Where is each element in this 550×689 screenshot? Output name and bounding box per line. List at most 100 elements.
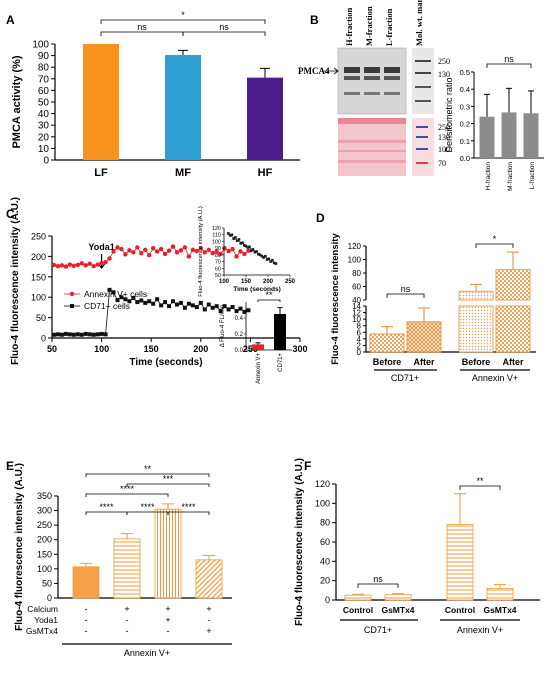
c-point-annexin (174, 250, 180, 255)
c-point-annexin (143, 247, 148, 253)
c-point-annexin (170, 244, 176, 249)
panel-letter-d: D (316, 211, 325, 225)
d-sig-cd71-bracket (386, 293, 425, 298)
d-y-tick-label: 0 (357, 348, 362, 357)
c-inset-decay-point (248, 245, 251, 249)
e-sig-3-4-bracket (167, 511, 210, 515)
e-y-tick-label: 200 (37, 535, 52, 545)
c-y-tick-label: 50 (36, 313, 46, 323)
b-lane-label: M-fraction (364, 6, 374, 46)
c-annotation-yoda1: Yoda1 (88, 242, 114, 252)
c-inset-decay-point (227, 232, 230, 235)
c-inset-decay-point (251, 248, 255, 251)
f-group-label-cd71: CD71+ (364, 625, 392, 635)
d-x-tick-label: Before (462, 357, 491, 367)
d-y-axis-label: Fluo-4 fluorescence intensity (330, 233, 341, 365)
c-x-axis-label: Time (seconds) (129, 357, 202, 368)
c-inset-decay-point (234, 236, 237, 239)
c-inset-bar-y-tick-label: 0.0 (235, 348, 244, 354)
c-point-annexin (150, 246, 156, 251)
c-y-tick-label: 0 (41, 334, 46, 344)
d-y-tick-label: 6 (357, 328, 362, 337)
b-sig-label: ns (504, 54, 514, 64)
c-point-cd71 (135, 300, 140, 305)
c-inset-decay-y-tick-label: 90 (215, 246, 221, 252)
c-point-cd71 (119, 295, 124, 300)
b-y-tick-label: 0.4 (460, 85, 470, 94)
d-x-tick-label: After (502, 357, 523, 367)
e-condition-mark: - (85, 604, 88, 614)
d-y-tick-label: 80 (352, 269, 361, 278)
c-inset-decay-point (265, 258, 269, 261)
c-point-annexin (95, 262, 100, 267)
b-bar-M-fraction (501, 112, 517, 158)
c-point-annexin (107, 256, 112, 261)
c-point-annexin (79, 261, 84, 266)
c-point-annexin (139, 250, 144, 256)
c-inset-decay-y-tick-label: 70 (215, 260, 221, 266)
f-x-tick-label: GsMTx4 (381, 605, 414, 615)
e-condition-mark: + (165, 615, 170, 625)
b-bar-L-fraction (523, 113, 539, 158)
panel-letter-b: B (310, 13, 319, 27)
c-point-cd71 (218, 309, 223, 314)
c-point-annexin (194, 248, 200, 254)
a-sig-mf-hf-bracket (182, 31, 266, 36)
c-point-cd71 (115, 298, 120, 303)
a-x-tick-label: HF (258, 167, 273, 179)
c-point-annexin (123, 252, 128, 257)
c-point-annexin (147, 252, 152, 258)
a-y-tick-label: 30 (38, 121, 50, 132)
a-bar-LF (83, 44, 119, 160)
c-inset-decay-point (246, 246, 250, 249)
c-inset-decay-point (258, 253, 262, 257)
a-sig-lf-hf-label: * (181, 10, 185, 20)
c-legend-label: Annexin V+ cells (84, 289, 147, 299)
f-y-tick-label: 60 (320, 537, 330, 547)
e-y-tick-label: 100 (37, 564, 52, 574)
f-bar-0 (344, 594, 372, 601)
panel-letter-e: E (6, 459, 14, 473)
c-point-cd71 (151, 301, 156, 306)
c-inset-decay-x-tick-label: 200 (263, 279, 274, 285)
c-point-cd71 (87, 332, 92, 337)
b-y-tick-label: 0.5 (460, 68, 470, 77)
e-condition-mark: - (167, 626, 170, 636)
c-inset-decay-point (262, 256, 265, 259)
c-x-tick-label: 100 (94, 344, 109, 354)
e-y-tick-label: 50 (42, 578, 52, 588)
c-inset-bar-sig-label: ** (265, 290, 273, 300)
c-x-tick-label: 200 (193, 344, 208, 354)
c-inset-decay-point (260, 254, 264, 258)
e-y-tick-label: 0 (47, 593, 52, 603)
c-x-tick-label: 300 (292, 344, 307, 354)
e-condition-mark: - (85, 626, 88, 636)
c-x-tick-label: 50 (47, 344, 57, 354)
c-point-annexin (230, 246, 235, 252)
c-inset-decay-point (239, 242, 243, 245)
c-legend-marker-annexin (69, 291, 75, 297)
c-legend-marker-cd71 (70, 304, 74, 308)
a-y-tick-label: 80 (38, 63, 50, 74)
c-point-cd71 (242, 309, 247, 314)
d-x-tick-label: After (413, 357, 434, 367)
c-point-annexin (75, 262, 80, 268)
d-bar-lower-2 (458, 305, 494, 353)
f-x-tick-label: GsMTx4 (483, 605, 516, 615)
f-y-tick-label: 0 (325, 595, 330, 605)
c-point-annexin (87, 261, 92, 266)
b-marker-label-top: 250 (438, 57, 450, 66)
c-inset-decay-point (257, 252, 260, 256)
c-inset-bar-y-tick-label: 0.4 (235, 316, 244, 322)
c-inset-decay-point (249, 249, 253, 253)
c-inset-decay-point (264, 254, 267, 258)
f-y-tick-label: 120 (315, 479, 330, 489)
a-y-tick-label: 60 (38, 86, 50, 97)
c-point-cd71 (163, 300, 168, 305)
c-x-tick-label: 150 (144, 344, 159, 354)
c-inset-decay-fit (227, 233, 277, 265)
c-point-cd71 (171, 299, 176, 304)
c-inset-decay-y-axis-label: Fluo-4 fluorescence intensity (A.U.) (198, 206, 204, 297)
c-point-annexin (202, 250, 207, 255)
